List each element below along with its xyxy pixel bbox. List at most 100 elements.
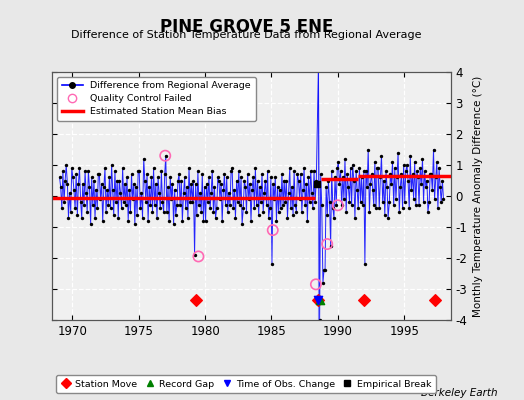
Point xyxy=(63,180,72,187)
Point xyxy=(211,214,220,221)
Point xyxy=(341,156,349,162)
Point xyxy=(104,202,113,208)
Point xyxy=(370,159,379,165)
Point xyxy=(321,267,329,274)
Point xyxy=(305,199,314,206)
Point xyxy=(196,190,204,196)
Point xyxy=(173,202,181,208)
Point xyxy=(386,171,395,178)
Point xyxy=(354,205,363,212)
Point xyxy=(372,205,380,212)
Point xyxy=(292,208,301,215)
Point xyxy=(204,199,212,206)
Point xyxy=(383,184,391,190)
Point xyxy=(236,202,244,208)
Point xyxy=(290,168,298,174)
Point xyxy=(60,199,68,206)
Point xyxy=(352,168,361,174)
Point xyxy=(129,180,138,187)
Point xyxy=(314,62,323,69)
Point xyxy=(326,242,335,249)
Point xyxy=(253,202,261,208)
Point xyxy=(427,171,435,178)
Point xyxy=(156,205,165,212)
Point xyxy=(400,199,409,206)
Point xyxy=(213,205,221,212)
Point xyxy=(304,174,313,181)
Point xyxy=(250,205,258,212)
Point xyxy=(255,211,263,218)
Legend: Difference from Regional Average, Quality Control Failed, Estimated Station Mean: Difference from Regional Average, Qualit… xyxy=(57,77,256,121)
Point xyxy=(158,199,167,206)
Point xyxy=(426,171,434,178)
Point xyxy=(430,196,439,202)
Point xyxy=(72,171,80,178)
Point xyxy=(356,199,365,206)
Point xyxy=(415,202,423,208)
Point xyxy=(373,165,381,171)
Point xyxy=(360,297,368,303)
Point xyxy=(269,227,277,233)
Point xyxy=(108,186,117,193)
Point xyxy=(258,171,266,178)
Point xyxy=(202,180,211,187)
Point xyxy=(367,171,376,178)
Point xyxy=(220,171,228,178)
Point xyxy=(90,177,98,184)
Point xyxy=(330,214,338,221)
Text: Difference of Station Temperature Data from Regional Average: Difference of Station Temperature Data f… xyxy=(71,30,421,40)
Point xyxy=(348,162,357,168)
Point xyxy=(89,202,97,208)
Point xyxy=(181,205,190,212)
Point xyxy=(133,211,141,218)
Point xyxy=(344,184,353,190)
Text: PINE GROVE 5 ENE: PINE GROVE 5 ENE xyxy=(160,18,333,36)
Point xyxy=(80,202,88,208)
Point xyxy=(177,177,185,184)
Point xyxy=(408,171,417,178)
Point xyxy=(267,174,275,181)
Point xyxy=(134,168,143,174)
Point xyxy=(107,162,116,168)
Point xyxy=(240,177,248,184)
Point xyxy=(257,199,265,206)
Point xyxy=(316,171,325,178)
Point xyxy=(351,214,359,221)
Point xyxy=(251,165,259,171)
Point xyxy=(271,174,279,181)
Point xyxy=(347,202,356,208)
Point xyxy=(320,267,328,274)
Point xyxy=(270,196,278,202)
Point xyxy=(337,202,346,208)
Point xyxy=(422,184,430,190)
Point xyxy=(189,177,198,184)
Point xyxy=(247,218,255,224)
Text: Berkeley Earth: Berkeley Earth xyxy=(421,388,498,398)
Point xyxy=(359,168,368,174)
Point xyxy=(139,156,148,162)
Point xyxy=(353,186,362,193)
Point xyxy=(86,221,95,227)
Point xyxy=(206,205,214,212)
Point xyxy=(366,180,375,187)
Point xyxy=(127,171,136,178)
Point xyxy=(323,241,331,247)
Point xyxy=(61,177,69,184)
Point xyxy=(435,165,443,171)
Point xyxy=(256,184,264,190)
Point xyxy=(296,196,304,202)
Point xyxy=(431,297,439,303)
Point xyxy=(190,252,199,258)
Point xyxy=(83,208,91,215)
Point xyxy=(414,174,422,181)
Point xyxy=(201,218,210,224)
Point xyxy=(75,165,84,171)
Point xyxy=(110,211,118,218)
Point xyxy=(195,202,203,208)
Point xyxy=(285,190,293,196)
Point xyxy=(334,202,342,208)
Point xyxy=(318,202,326,208)
Point xyxy=(143,171,151,178)
Point xyxy=(188,199,196,206)
Point xyxy=(432,174,440,181)
